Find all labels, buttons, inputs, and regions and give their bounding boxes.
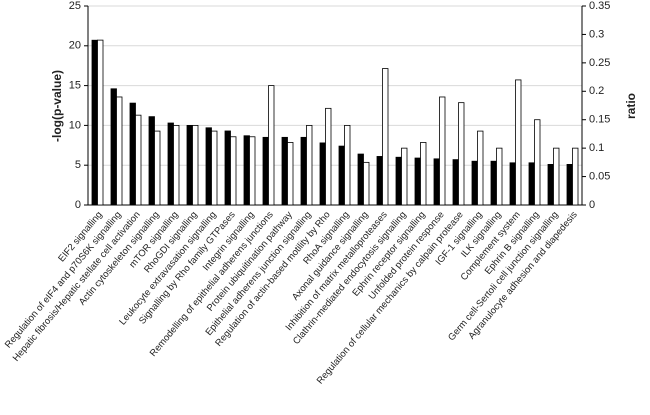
bar — [300, 136, 307, 206]
y-axis-label: -log(p-value) — [50, 70, 64, 142]
bar — [129, 102, 136, 206]
bar — [186, 125, 193, 206]
bar — [509, 162, 516, 206]
bar — [452, 159, 459, 206]
bar — [287, 142, 294, 206]
bar — [281, 136, 288, 206]
y2-tick-label: 0.15 — [589, 114, 610, 126]
y-tick-label: 10 — [69, 119, 81, 131]
y2-tick-label: 0.2 — [589, 85, 604, 97]
y2-axis-label: ratio — [624, 93, 638, 119]
bar — [395, 156, 402, 206]
bar — [376, 156, 383, 206]
bar — [490, 160, 497, 206]
bar — [496, 147, 503, 206]
bar — [319, 142, 326, 206]
y-tick-label: 5 — [75, 159, 81, 171]
y-tick-label: 0 — [75, 199, 81, 211]
bar — [230, 136, 237, 206]
bar — [553, 147, 560, 206]
bar — [572, 147, 579, 206]
bar — [97, 39, 104, 206]
bar — [547, 164, 554, 206]
bar — [148, 116, 155, 206]
bar — [338, 145, 345, 206]
y-tick-label: 15 — [69, 80, 81, 92]
bar — [224, 130, 231, 206]
bar — [433, 158, 440, 206]
bar — [325, 107, 332, 206]
y2-tick-label: 0.35 — [589, 0, 610, 12]
bar — [566, 164, 573, 206]
bar — [192, 125, 199, 206]
bar — [243, 135, 250, 206]
bar — [357, 153, 364, 206]
y2-tick-label: 0 — [589, 199, 595, 211]
bar — [515, 79, 522, 206]
bar — [167, 122, 174, 206]
bar — [91, 39, 98, 206]
y2-tick-label: 0.3 — [589, 28, 604, 40]
bar — [135, 114, 142, 206]
y2-tick-label: 0.25 — [589, 57, 610, 69]
bar — [382, 68, 389, 206]
bar — [477, 130, 484, 206]
bar — [471, 160, 478, 206]
bar — [116, 96, 123, 206]
bar — [262, 136, 269, 206]
bar — [420, 142, 427, 206]
y-tick-label: 25 — [69, 0, 81, 12]
y2-tick-label: 0.05 — [589, 170, 610, 182]
bar — [458, 102, 465, 206]
bar — [344, 125, 351, 206]
y2-tick-label: 0.1 — [589, 142, 604, 154]
bar — [306, 125, 313, 206]
bar — [249, 136, 256, 206]
bar — [205, 127, 212, 206]
bar — [439, 96, 446, 206]
bar — [528, 162, 535, 206]
y-tick-label: 20 — [69, 40, 81, 52]
bar — [534, 119, 541, 206]
bar — [173, 125, 180, 206]
bar — [154, 130, 161, 206]
bar — [268, 85, 275, 206]
bar — [414, 157, 421, 206]
bar — [211, 130, 218, 206]
bar — [363, 161, 370, 206]
bar — [110, 88, 117, 206]
bar — [401, 147, 408, 206]
